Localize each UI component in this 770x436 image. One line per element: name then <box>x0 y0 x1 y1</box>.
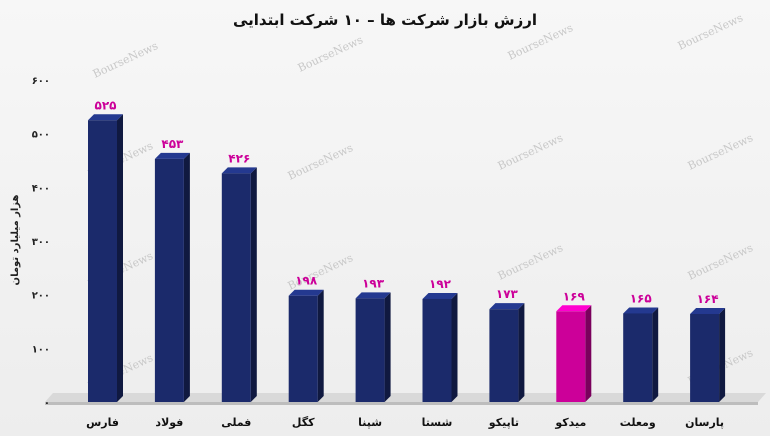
bar-top <box>154 152 190 159</box>
bar-front <box>690 313 720 402</box>
value-label: ۴۵۳ <box>161 137 184 151</box>
bar-side <box>183 152 190 402</box>
y-tick-label: ۳۰۰ <box>32 237 50 248</box>
category-label: ومعلت <box>620 416 656 429</box>
bar-front <box>154 158 184 402</box>
value-labels-group: ۵۲۵ ۴۵۳ ۴۲۶ ۱۹۸ ۱۹۳ ۱۹۲ ۱۷۳ ۱۶۹ ۱۶۵ ۱۶۴ <box>95 98 719 306</box>
y-tick-label: ۲۰۰ <box>32 291 50 302</box>
value-label: ۱۹۳ <box>362 276 385 290</box>
bar <box>88 114 123 402</box>
bar-top <box>221 167 257 174</box>
bar-front <box>355 298 385 402</box>
bar-side <box>451 292 458 402</box>
value-label: ۱۷۳ <box>496 287 519 301</box>
bar-side <box>384 292 391 402</box>
bar-top <box>422 292 458 299</box>
y-tick-label: ۶۰۰ <box>32 76 50 87</box>
y-tick-label: ۵۰۰ <box>32 130 50 141</box>
bar <box>489 303 525 402</box>
category-label: شپنا <box>358 416 382 429</box>
bar <box>422 292 458 402</box>
value-label: ۱۶۵ <box>630 291 652 305</box>
category-label: فولاد <box>155 416 183 429</box>
y-tick-label: ۰ <box>44 398 50 409</box>
bar <box>690 307 726 402</box>
bar-front <box>489 309 519 402</box>
category-label: فارس <box>86 416 119 429</box>
y-tick-label: ۴۰۰ <box>32 183 50 194</box>
bar-side <box>518 303 525 402</box>
value-label: ۱۹۲ <box>429 277 452 291</box>
bar-top <box>88 114 123 121</box>
bar-top <box>556 305 592 312</box>
bar-top <box>623 307 659 314</box>
bar-side <box>652 307 659 402</box>
bars-group <box>88 114 726 402</box>
bar-front <box>556 311 586 402</box>
category-label: کگل <box>292 416 315 429</box>
bar-front <box>288 295 318 402</box>
value-label: ۵۲۵ <box>95 98 117 112</box>
y-axis-ticks: ۰ ۱۰۰ ۲۰۰ ۳۰۰ ۴۰۰ ۵۰۰ ۶۰۰ <box>32 76 50 409</box>
category-label: شستا <box>422 416 453 429</box>
bar-side <box>117 114 123 402</box>
value-label: ۱۶۹ <box>563 289 586 303</box>
bar <box>154 152 190 402</box>
value-label: ۴۲۶ <box>228 151 250 165</box>
bar <box>221 167 257 402</box>
chart-title: ارزش بازار شرکت ها – ۱۰ شرکت ابتدایی <box>233 11 537 29</box>
bar-side <box>250 167 257 402</box>
bar <box>556 305 592 402</box>
bar-top <box>489 303 525 310</box>
value-label: ۱۶۴ <box>697 292 719 306</box>
bar-side <box>719 307 726 402</box>
category-label: پارسان <box>685 416 724 429</box>
bar-front <box>88 120 117 402</box>
y-axis-label: هزار میلیارد تومان <box>10 194 21 285</box>
bar-side <box>317 289 324 402</box>
bar-side <box>585 305 592 402</box>
bar-front <box>221 173 251 402</box>
bar-top <box>690 307 726 314</box>
category-labels-group: فارس فولاد فملی کگل شپنا شستا تاپیکو میدکو ومعلت… <box>86 416 724 429</box>
bar <box>288 289 324 402</box>
bar-top <box>288 289 324 296</box>
value-label: ۱۹۸ <box>295 274 318 288</box>
y-tick-label: ۱۰۰ <box>32 344 50 355</box>
category-label: فملی <box>221 416 251 429</box>
floor-edge <box>45 402 758 405</box>
bar <box>623 307 659 402</box>
bar <box>355 292 391 402</box>
bar-front <box>623 313 653 402</box>
category-label: تاپیکو <box>488 416 519 429</box>
bar-front <box>422 298 452 402</box>
category-label: میدکو <box>554 416 586 429</box>
bar-top <box>355 292 391 299</box>
